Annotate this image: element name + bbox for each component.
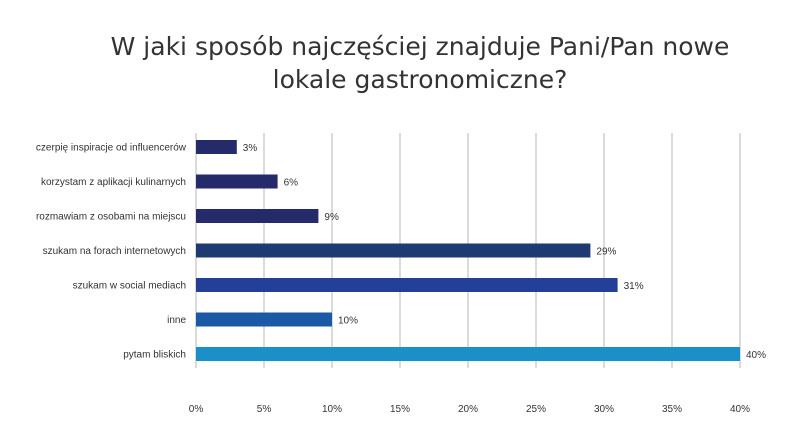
x-tick-label: 25% bbox=[526, 404, 546, 415]
x-tick-label: 30% bbox=[594, 404, 614, 415]
category-label: rozmawiam z osobami na miejscu bbox=[36, 212, 186, 223]
bar bbox=[196, 347, 740, 361]
data-label: 3% bbox=[243, 143, 258, 154]
category-label: pytam bliskich bbox=[123, 350, 186, 361]
category-label: czerpię inspiracje od influencerów bbox=[36, 143, 187, 154]
bar bbox=[196, 209, 319, 223]
x-tick-label: 0% bbox=[189, 404, 204, 415]
data-label: 40% bbox=[746, 350, 766, 361]
category-label: inne bbox=[167, 315, 186, 326]
data-label: 9% bbox=[324, 212, 339, 223]
bar bbox=[196, 278, 618, 292]
category-label: szukam na forach internetowych bbox=[43, 246, 186, 257]
bar bbox=[196, 243, 591, 258]
data-label: 6% bbox=[284, 178, 299, 189]
category-label: korzystam z aplikacji kulinarnych bbox=[41, 177, 186, 188]
x-tick-label: 35% bbox=[662, 404, 682, 415]
chart-title-line-1: W jaki sposób najczęściej znajduje Pani/… bbox=[110, 32, 730, 61]
chart-title: W jaki sposób najczęściej znajduje Pani/… bbox=[60, 30, 780, 96]
category-label: szukam w social mediach bbox=[73, 281, 186, 292]
data-label: 29% bbox=[596, 247, 616, 258]
data-label: 10% bbox=[338, 316, 358, 327]
x-tick-label: 15% bbox=[390, 404, 410, 415]
bar bbox=[196, 140, 237, 154]
chart-title-line-2: lokale gastronomiczne? bbox=[272, 65, 568, 94]
bar bbox=[196, 312, 332, 327]
x-tick-label: 5% bbox=[257, 404, 272, 415]
x-tick-label: 20% bbox=[458, 404, 478, 415]
data-label: 31% bbox=[624, 281, 644, 292]
bar bbox=[196, 174, 278, 189]
x-tick-label: 40% bbox=[730, 404, 750, 415]
x-tick-label: 10% bbox=[322, 404, 342, 415]
